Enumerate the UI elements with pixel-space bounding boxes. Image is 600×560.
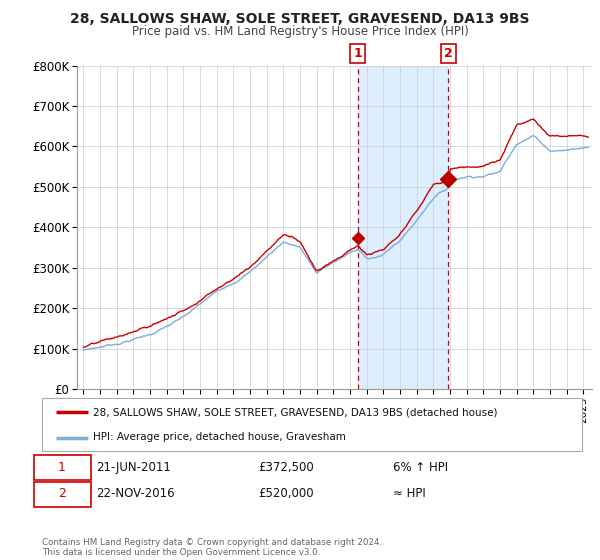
Text: £520,000: £520,000 [258,487,314,501]
Text: 1: 1 [58,460,66,474]
Text: HPI: Average price, detached house, Gravesham: HPI: Average price, detached house, Grav… [94,432,346,442]
Text: £372,500: £372,500 [258,460,314,474]
Text: ≈ HPI: ≈ HPI [393,487,426,501]
FancyBboxPatch shape [34,482,91,507]
Text: Price paid vs. HM Land Registry's House Price Index (HPI): Price paid vs. HM Land Registry's House … [131,25,469,38]
Text: 2: 2 [58,487,66,501]
Bar [358,66,448,389]
FancyBboxPatch shape [42,398,582,451]
Text: 28, SALLOWS SHAW, SOLE STREET, GRAVESEND, DA13 9BS (detached house): 28, SALLOWS SHAW, SOLE STREET, GRAVESEND… [94,408,498,418]
Text: 6% ↑ HPI: 6% ↑ HPI [393,460,448,474]
Text: 22-NOV-2016: 22-NOV-2016 [96,487,175,501]
FancyBboxPatch shape [34,455,91,480]
Text: 2: 2 [444,47,452,60]
Text: 28, SALLOWS SHAW, SOLE STREET, GRAVESEND, DA13 9BS: 28, SALLOWS SHAW, SOLE STREET, GRAVESEND… [70,12,530,26]
Text: Contains HM Land Registry data © Crown copyright and database right 2024.
This d: Contains HM Land Registry data © Crown c… [42,538,382,557]
Text: 21-JUN-2011: 21-JUN-2011 [96,460,171,474]
Text: 1: 1 [353,47,362,60]
